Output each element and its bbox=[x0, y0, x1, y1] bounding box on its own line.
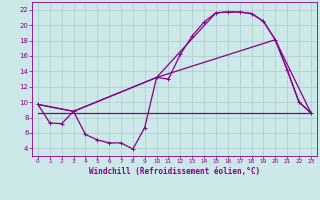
X-axis label: Windchill (Refroidissement éolien,°C): Windchill (Refroidissement éolien,°C) bbox=[89, 167, 260, 176]
